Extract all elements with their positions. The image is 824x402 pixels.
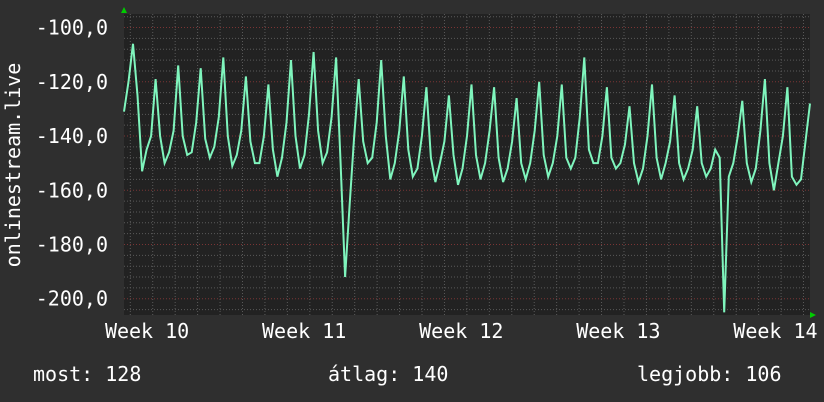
y-tick-label: -180,0 xyxy=(36,232,108,256)
x-tick-label: Week 13 xyxy=(576,319,660,343)
x-tick-label: Week 11 xyxy=(262,319,346,343)
legend-average: átlag: 140 xyxy=(328,362,449,386)
y-axis-arrow-icon xyxy=(121,7,127,13)
grid xyxy=(124,14,810,315)
x-tick-label: Week 12 xyxy=(419,319,503,343)
x-tick-label: Week 14 xyxy=(733,319,817,343)
y-tick-label: -120,0 xyxy=(36,70,108,94)
y-axis-label: onlinestream.live xyxy=(1,63,25,268)
y-tick-label: -200,0 xyxy=(36,287,108,311)
x-axis-arrow-icon xyxy=(810,312,816,318)
y-tick-label: -140,0 xyxy=(36,124,108,148)
legend-max: legjobb: 106 xyxy=(637,362,782,386)
x-tick-label: Week 10 xyxy=(105,319,189,343)
legend-current: most: 128 xyxy=(33,362,142,386)
y-tick-label: -160,0 xyxy=(36,178,108,202)
series-line xyxy=(123,43,811,313)
y-tick-label: -100,0 xyxy=(36,16,108,40)
y-axis-ticks: -100,0 -120,0 -140,0 -160,0 -180,0 -200,0 xyxy=(36,16,108,311)
x-axis-ticks: Week 10 Week 11 Week 12 Week 13 Week 14 xyxy=(105,319,818,343)
